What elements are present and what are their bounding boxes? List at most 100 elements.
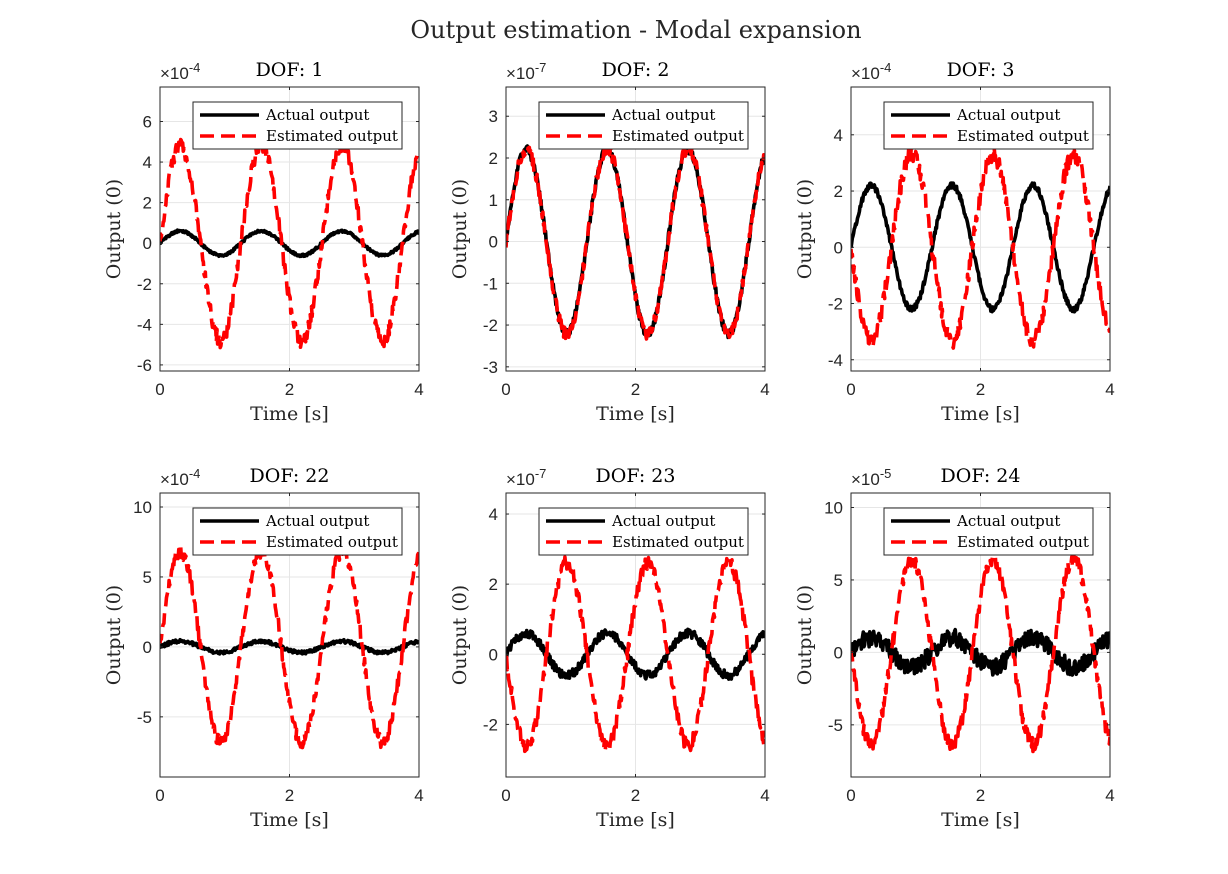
y-tick-label: 0 [489,233,498,252]
estimated-output-line [506,141,765,341]
y-tick-label: 0 [143,234,152,253]
y-axis-label: Output (0) [103,179,125,279]
x-tick-label: 2 [976,380,985,399]
y-exponent-label: ×10-5 [851,466,891,489]
x-tick-label: 2 [631,380,640,399]
x-tick-label: 0 [846,786,855,805]
y-tick-label: 5 [143,568,152,587]
legend-entry-label: Estimated output [957,533,1089,551]
y-axis-label: Output (0) [794,179,816,279]
x-tick-label: 0 [155,380,164,399]
y-tick-label: -5 [137,708,152,727]
subplot-2: 0 2 4 -3 -2 -1 0 1 2 3 ×10-7 DOF: 2 Time [s] Output (… [449,59,770,425]
legend-box [192,101,403,150]
x-tick-label: 0 [846,380,855,399]
y-tick-label: 5 [834,571,843,590]
x-axis-label: Time [s] [941,809,1020,831]
estimated-output-line [851,551,1110,754]
estimated-output-line [851,145,1110,350]
subplot-title: DOF: 23 [596,465,676,487]
x-tick-label: 2 [631,786,640,805]
x-axis-label: Time [s] [250,809,329,831]
y-tick-label: 10 [133,498,152,517]
y-tick-label: 10 [824,498,843,517]
subplot-title: DOF: 24 [941,465,1021,487]
x-tick-label: 2 [976,786,985,805]
y-tick-label: 0 [489,645,498,664]
x-tick-label: 0 [501,786,510,805]
x-tick-label: 4 [414,786,423,805]
legend-entry-label: Actual output [956,106,1060,124]
figure-title: Output estimation - Modal expansion [410,16,861,44]
x-axis-label: Time [s] [250,403,329,425]
legend-entry-label: Actual output [956,512,1060,530]
x-axis-label: Time [s] [596,809,675,831]
subplot-4: 0 2 4 -5 0 5 10 ×10-4 DOF: 22 Time [s] Output (0) A… [103,465,424,831]
y-tick-label: 0 [834,238,843,257]
y-exponent-label: ×10-7 [506,60,546,83]
legend-box [883,507,1094,556]
y-tick-label: 2 [489,149,498,168]
y-axis-label: Output (0) [449,585,471,685]
y-tick-label: -4 [828,351,843,370]
legend-entry-label: Estimated output [957,127,1089,145]
y-tick-label: 0 [143,638,152,657]
subplot-6: 0 2 4 -5 0 5 10 ×10-5 DOF: 24 Time [s] Output (0) A… [794,465,1115,831]
subplot-title: DOF: 22 [250,465,330,487]
x-tick-label: 2 [285,380,294,399]
x-tick-label: 0 [155,786,164,805]
subplot-3: 0 2 4 -4 -2 0 2 4 ×10-4 DOF: 3 Time [s] Output (0) A… [794,59,1115,425]
x-tick-label: 4 [1105,380,1114,399]
legend[interactable]: Actual output Estimated output [192,101,403,150]
y-exponent-label: ×10-4 [160,60,200,83]
subplot-title: DOF: 3 [947,59,1015,81]
actual-output-line [851,627,1110,677]
subplots-container: 0 2 4 -6 -4 -2 0 2 4 6 ×10-4 DOF: 1 Time [s] Output (… [103,59,1115,831]
y-tick-label: 0 [834,643,843,662]
legend-entry-label: Actual output [611,512,715,530]
subplot-1: 0 2 4 -6 -4 -2 0 2 4 6 ×10-4 DOF: 1 Time [s] Output (… [103,59,424,425]
y-tick-label: 2 [489,575,498,594]
y-tick-label: 6 [143,112,152,131]
actual-output-line [160,637,419,656]
legend[interactable]: Actual output Estimated output [192,507,403,556]
legend[interactable]: Actual output Estimated output [538,101,749,150]
y-tick-label: 4 [143,153,152,172]
legend-box [192,507,403,556]
y-tick-label: -4 [137,315,152,334]
y-tick-label: -5 [828,716,843,735]
y-tick-label: 2 [143,194,152,213]
subplot-title: DOF: 1 [256,59,324,81]
y-axis-label: Output (0) [449,179,471,279]
y-tick-label: 2 [834,182,843,201]
y-tick-label: 1 [489,191,498,210]
legend-box [883,101,1094,150]
x-tick-label: 2 [285,786,294,805]
legend[interactable]: Actual output Estimated output [883,101,1094,150]
actual-output-line [851,181,1110,314]
legend[interactable]: Actual output Estimated output [883,507,1094,556]
y-tick-label: -3 [483,358,498,377]
x-tick-label: 4 [1105,786,1114,805]
y-exponent-label: ×10-4 [851,60,891,83]
estimated-output-line [160,137,419,350]
legend-entry-label: Estimated output [612,127,744,145]
y-tick-label: -2 [483,715,498,734]
estimated-output-line [506,554,765,754]
legend-entry-label: Actual output [265,106,369,124]
x-axis-label: Time [s] [941,403,1020,425]
legend[interactable]: Actual output Estimated output [538,507,749,556]
x-axis-label: Time [s] [596,403,675,425]
x-tick-label: 4 [760,380,769,399]
actual-output-line [506,627,765,681]
y-axis-label: Output (0) [794,585,816,685]
subplot-5: 0 2 4 -2 0 2 4 ×10-7 DOF: 23 Time [s] Output (0) Ac… [449,465,770,831]
y-tick-label: -2 [483,316,498,335]
y-tick-label: -2 [828,295,843,314]
x-tick-label: 4 [760,786,769,805]
y-exponent-label: ×10-4 [160,466,200,489]
x-tick-label: 4 [414,380,423,399]
legend-entry-label: Estimated output [612,533,744,551]
legend-entry-label: Estimated output [266,127,398,145]
